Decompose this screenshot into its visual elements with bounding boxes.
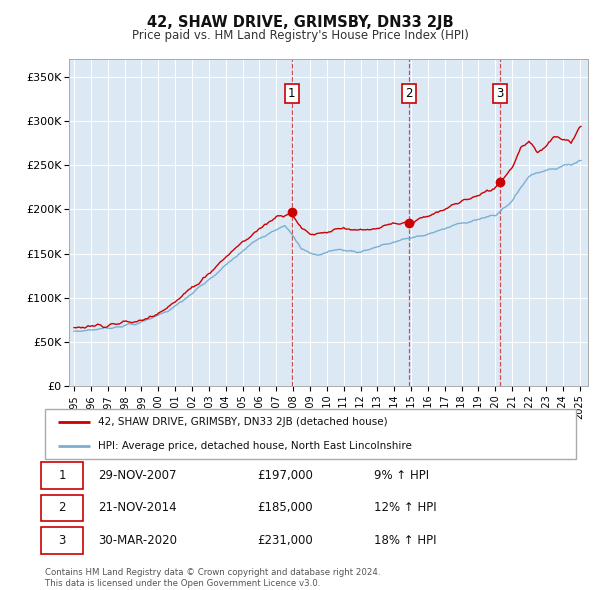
Text: 30-MAR-2020: 30-MAR-2020: [98, 534, 177, 547]
Text: 12% ↑ HPI: 12% ↑ HPI: [374, 502, 437, 514]
FancyBboxPatch shape: [41, 463, 83, 489]
Text: Contains HM Land Registry data © Crown copyright and database right 2024.
This d: Contains HM Land Registry data © Crown c…: [45, 568, 380, 588]
Text: £185,000: £185,000: [257, 502, 313, 514]
Text: 3: 3: [496, 87, 503, 100]
Text: 42, SHAW DRIVE, GRIMSBY, DN33 2JB (detached house): 42, SHAW DRIVE, GRIMSBY, DN33 2JB (detac…: [98, 417, 388, 427]
Text: 29-NOV-2007: 29-NOV-2007: [98, 469, 176, 482]
FancyBboxPatch shape: [41, 495, 83, 521]
Text: 1: 1: [58, 469, 66, 482]
Text: HPI: Average price, detached house, North East Lincolnshire: HPI: Average price, detached house, Nort…: [98, 441, 412, 451]
Text: £197,000: £197,000: [257, 469, 313, 482]
Text: 9% ↑ HPI: 9% ↑ HPI: [374, 469, 430, 482]
Text: £231,000: £231,000: [257, 534, 313, 547]
Text: 18% ↑ HPI: 18% ↑ HPI: [374, 534, 437, 547]
Text: 42, SHAW DRIVE, GRIMSBY, DN33 2JB: 42, SHAW DRIVE, GRIMSBY, DN33 2JB: [146, 15, 454, 30]
Text: 3: 3: [58, 534, 65, 547]
Text: Price paid vs. HM Land Registry's House Price Index (HPI): Price paid vs. HM Land Registry's House …: [131, 30, 469, 42]
Text: 2: 2: [406, 87, 413, 100]
FancyBboxPatch shape: [41, 527, 83, 553]
Text: 21-NOV-2014: 21-NOV-2014: [98, 502, 177, 514]
Text: 1: 1: [288, 87, 295, 100]
Text: 2: 2: [58, 502, 66, 514]
